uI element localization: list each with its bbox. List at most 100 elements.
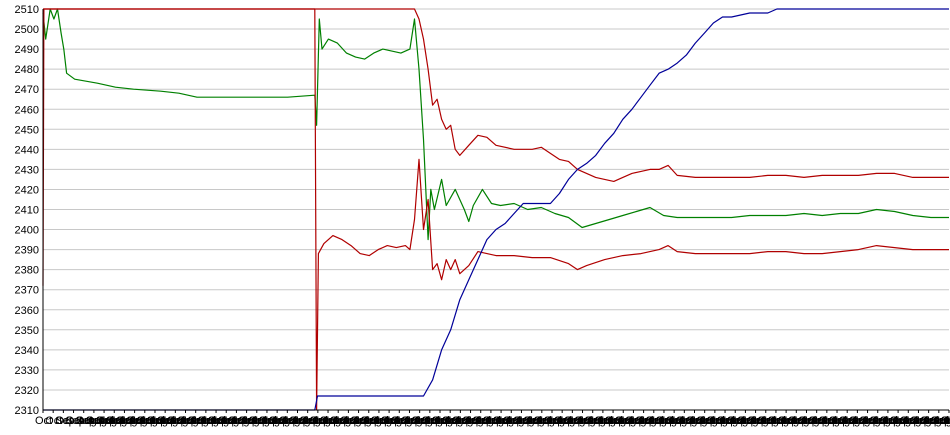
x-tick-label: Oct Sep Aug Jul <box>595 415 674 427</box>
y-tick-label: 2380 <box>15 265 39 277</box>
x-tick-label: Oct Sep Aug Jul <box>544 415 623 427</box>
x-tick-label: Oct Sep Aug Jul <box>289 415 368 427</box>
y-tick-label: 2390 <box>15 245 39 257</box>
x-tick-label: Oct Sep Aug Jul <box>300 415 379 427</box>
x-tick-label: Oct Sep Aug Jul <box>666 415 745 427</box>
x-tick-label: Oct Sep Aug Jul <box>208 415 287 427</box>
series-line-3 <box>43 8 949 182</box>
grid-lines <box>43 8 949 411</box>
x-tick-label: Oct Sep Aug Jul <box>513 415 592 427</box>
x-tick-label: Oct Sep Aug Jul <box>239 415 318 427</box>
x-tick-label: Oct Sep Aug Jul <box>249 415 328 427</box>
y-tick-label: 2340 <box>15 345 39 357</box>
x-tick-label: Oct Sep Aug Jul <box>228 415 307 427</box>
y-tick-label: 2440 <box>15 144 39 156</box>
x-tick-label: Oct Sep Aug Jul <box>809 415 888 427</box>
y-tick-label: 2420 <box>15 184 39 196</box>
x-tick-label: Oct Sep Aug Jul <box>941 415 950 427</box>
y-tick-label: 2310 <box>15 405 39 417</box>
x-tick-label: Oct Sep Aug Jul <box>788 415 867 427</box>
x-tick-label: Oct Sep Aug Jul <box>493 415 572 427</box>
x-tick-label: Oct Sep Aug Jul <box>849 415 928 427</box>
x-tick-label: Oct Sep Aug Jul <box>737 415 816 427</box>
x-tick-label: Oct Sep Aug Jul <box>625 415 704 427</box>
y-tick-label: 2500 <box>15 24 39 36</box>
x-tick-label: Oct Sep Aug Jul <box>870 415 949 427</box>
x-tick-label: Oct Sep Aug Jul <box>554 415 633 427</box>
x-tick-label: Oct Sep Aug Jul <box>391 415 470 427</box>
x-tick-label: Oct Sep Aug Jul <box>178 415 257 427</box>
x-tick-label: Oct Sep Aug Jul <box>524 415 603 427</box>
y-tick-label: 2320 <box>15 385 39 397</box>
x-tick-label: Oct Sep Aug Jul <box>371 415 450 427</box>
x-tick-label: Oct Sep Aug Jul <box>483 415 562 427</box>
x-tick-label: Oct Sep Aug Jul <box>687 415 766 427</box>
y-tick-label: 2480 <box>15 64 39 76</box>
x-tick-label: Oct Sep Aug Jul <box>839 415 918 427</box>
x-tick-label: Oct Sep Aug Jul <box>707 415 786 427</box>
x-tick-label: Oct Sep Aug Jul <box>116 415 195 427</box>
x-tick-label: Oct Sep Aug Jul <box>534 415 613 427</box>
x-tick-label: Oct Sep Aug Jul <box>768 415 847 427</box>
y-axis-ticks: 2310 2320 2330 2340 2350 2360 2370 2380 2390 2400… <box>15 4 39 417</box>
y-tick-label: 2450 <box>15 124 39 136</box>
x-tick-label: Oct Sep Aug Jul <box>727 415 806 427</box>
x-tick-label: Oct Sep Aug Jul <box>66 415 145 427</box>
x-tick-label: Oct Sep Aug Jul <box>259 415 338 427</box>
x-tick-label: Oct Sep Aug Jul <box>55 415 134 427</box>
x-tick-label: Oct Sep Aug Jul <box>575 415 654 427</box>
x-tick-label: Oct Sep Aug Jul <box>86 415 165 427</box>
x-tick-label: Oct Sep Aug Jul <box>656 415 735 427</box>
x-tick-label: Oct Sep Aug Jul <box>310 415 389 427</box>
x-tick-label: Oct Sep Aug Jul <box>931 415 950 427</box>
x-tick-label: Oct Sep Aug Jul <box>798 415 877 427</box>
x-tick-label: Oct Sep Aug Jul <box>361 415 440 427</box>
x-tick-label: Oct Sep Aug Jul <box>697 415 776 427</box>
y-tick-label: 2360 <box>15 305 39 317</box>
x-tick-label: Oct Sep Aug Jul <box>442 415 521 427</box>
y-tick-label: 2330 <box>15 365 39 377</box>
series-line-4 <box>43 8 949 411</box>
x-tick-label: Oct Sep Aug Jul <box>676 415 755 427</box>
x-tick-label: Oct Sep Aug Jul <box>157 415 236 427</box>
x-tick-label: Oct Sep Aug Jul <box>422 415 501 427</box>
y-tick-label: 2430 <box>15 164 39 176</box>
y-tick-label: 2470 <box>15 84 39 96</box>
x-tick-label: Oct Sep Aug Jul <box>717 415 796 427</box>
x-tick-label: Oct Sep Aug Jul <box>463 415 542 427</box>
x-tick-label: Oct Sep Aug Jul <box>636 415 715 427</box>
x-tick-label: Oct Sep Aug Jul <box>646 415 725 427</box>
x-tick-label: Oct Sep Aug Jul <box>432 415 511 427</box>
x-tick-label: Oct Sep Aug Jul <box>564 415 643 427</box>
x-tick-label: Oct Sep Aug Jul <box>585 415 664 427</box>
y-tick-label: 2350 <box>15 325 39 337</box>
x-tick-label: Oct Sep Aug Jul <box>921 415 950 427</box>
x-tick-label: Oct Sep Aug Jul <box>137 415 216 427</box>
y-tick-label: 2370 <box>15 285 39 297</box>
series-layer <box>42 8 949 411</box>
x-tick-label: Oct Sep Aug Jul <box>473 415 552 427</box>
y-tick-label: 2460 <box>15 104 39 116</box>
x-tick-label: Oct Sep Aug Jul <box>96 415 175 427</box>
x-tick-label: Oct Sep Aug Jul <box>351 415 430 427</box>
x-tick-label: Oct Sep Aug Jul <box>188 415 267 427</box>
x-tick-label: Oct Sep Aug Jul <box>890 415 950 427</box>
x-tick-label: Oct Sep Aug Jul <box>503 415 582 427</box>
x-tick-label: Oct Sep Aug Jul <box>900 415 950 427</box>
x-tick-label: Oct Sep Aug Jul <box>147 415 226 427</box>
x-tick-label: Oct Sep Aug Jul <box>35 415 114 427</box>
x-tick-label: Oct Sep Aug Jul <box>320 415 399 427</box>
y-tick-label: 2400 <box>15 225 39 237</box>
x-tick-label: Oct Sep Aug Jul <box>330 415 409 427</box>
x-tick-label: Oct Sep Aug Jul <box>45 415 124 427</box>
series-line-1 <box>42 8 949 241</box>
x-tick-label: Oct Sep Aug Jul <box>615 415 694 427</box>
x-tick-label: Oct Sep Aug Jul <box>218 415 297 427</box>
x-tick-label: Oct Sep Aug Jul <box>401 415 480 427</box>
x-tick-label: Oct Sep Aug Jul <box>381 415 460 427</box>
x-tick-label: Oct Sep Aug Jul <box>758 415 837 427</box>
x-tick-label: Oct Sep Aug Jul <box>910 415 950 427</box>
y-tick-label: 2510 <box>15 4 39 16</box>
y-tick-label: 2410 <box>15 205 39 217</box>
x-tick-label: Oct Sep Aug Jul <box>412 415 491 427</box>
